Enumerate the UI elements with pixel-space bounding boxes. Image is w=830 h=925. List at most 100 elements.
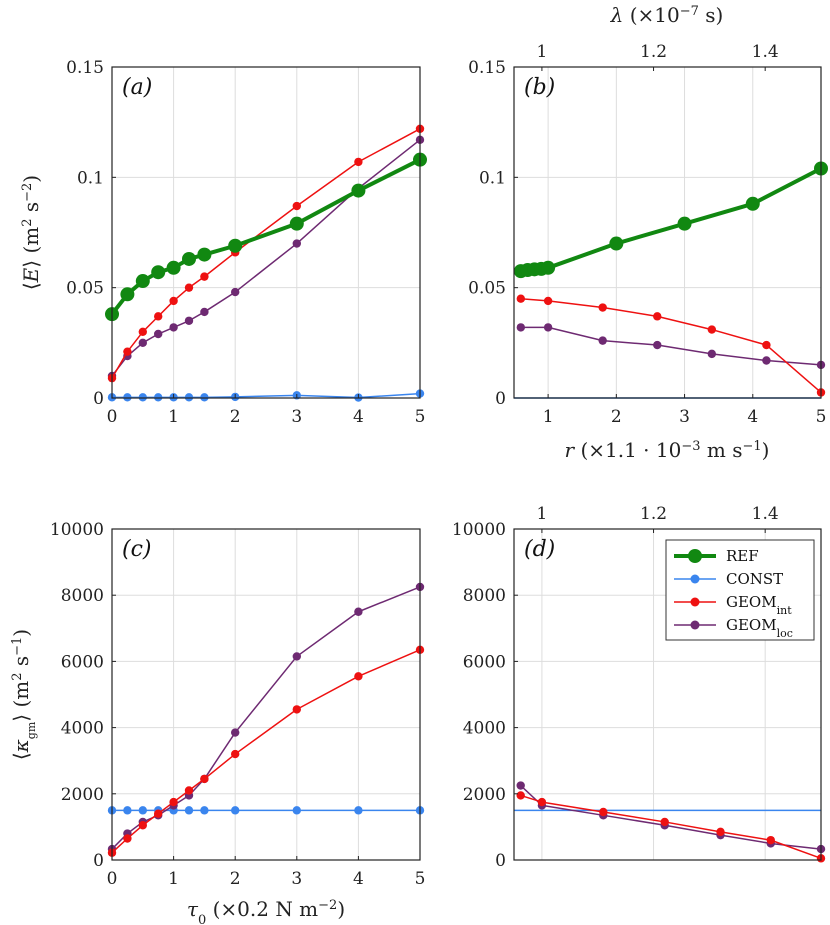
panel-d-ytick-label: 10000 [452,520,506,540]
panel-a-series-ref-line [110,157,421,316]
panel-b-series-geom-int-line [520,297,822,394]
panel-a-series-geom-int-line [111,128,421,379]
panel-c-geom-loc-point [231,728,240,737]
panel-c-geom-int-point [138,821,147,830]
panel-b-geom-loc-point [598,336,607,345]
panel-d-geom-int-point [766,835,775,845]
panel-c-xlabel: τ0 (×0.2 N m−2) [187,897,345,925]
panel-b-ytick-label: 0.1 [479,168,506,188]
panel-b-xtick-label: 2 [611,407,622,427]
panel-a-ref-point [151,265,166,280]
panel-d-toptick-label: 1.2 [640,504,667,524]
panel-b-geom-int-point [707,325,717,334]
panel-d-geom-int-point [660,817,669,827]
panel-c-geom-int-point [231,749,240,759]
panel-d-ytick-label: 6000 [463,652,506,672]
panel-c-xtick-label: 5 [415,869,426,889]
panel-c-const-point [184,806,194,815]
panel-b: 0 0.05 0.1 0.15 1 2 3 4 5 1 1.2 1.4 (b) λ (×10−7 s… [468,3,828,462]
panel-a-ytick-label: 0.15 [66,58,104,78]
panel-b-geom-loc-point [543,323,553,332]
panel-c-xtick-label: 2 [230,869,241,889]
legend-ref-text: REF [726,547,759,565]
panel-a-geom-int-point [154,312,163,321]
panel-a-geom-int-point [184,283,194,292]
panel-b-label: (b) [524,75,555,100]
panel-c-const-point [292,806,301,815]
legend-entry-const: CONST [674,570,783,588]
legend-geom-int-marker [690,597,700,607]
panel-c-xtick-label: 0 [107,869,118,889]
legend-entry-geom-loc: GEOMloc [674,616,793,640]
panel-a: 0 0.05 0.1 0.15 0 1 2 3 4 5 (a) ⟨E⟩ (m2 s−2) [19,58,427,427]
panel-b-toptick-label: 1.2 [640,42,667,62]
panel-d-series-geom-loc-line [520,784,822,850]
panel-a-ref-point [351,183,366,198]
panel-d-ytick-label: 8000 [463,586,506,606]
panel-c-const-point [123,806,132,815]
panel-d-ytick-label: 2000 [463,785,506,805]
panel-b-xtick-label: 3 [679,407,690,427]
panel-b-ref-point [609,236,624,251]
panel-c-xtick-label: 1 [168,869,179,889]
panel-d-ytick-label: 4000 [463,719,506,739]
panel-c-geom-int-point [184,786,194,795]
panel-b-xtick-label: 4 [747,407,758,427]
panel-c-geom-int-point [123,834,132,843]
panel-a-frame [111,66,421,399]
panel-c-geom-int-point [154,809,163,818]
panel-d-geom-int-point [537,797,547,807]
panel-a-geom-int-point [354,157,363,167]
panel-c-ytick-label: 2000 [61,785,104,805]
panel-b-ytick-label: 0.15 [468,58,506,78]
panel-a-geom-loc-point [200,307,209,317]
panel-d-geom-int-point [716,827,725,837]
panel-a-geom-loc-point [231,287,240,297]
panel-d-geom-int-point [516,791,525,800]
panel-c-ytick-label: 4000 [61,719,104,739]
panel-c-xtick-label: 3 [291,869,302,889]
panel-a-const-point [138,393,147,402]
panel-b-ref-point [745,196,760,211]
panel-b-series-geom-loc-line [520,326,822,366]
panel-c-const-point [231,806,240,815]
panel-d-frame [513,528,822,861]
panel-a-ref-point [135,274,150,289]
panel-c-const-point [138,806,147,815]
panel-a-ref-point [197,247,212,262]
legend-ref-marker [688,549,702,563]
panel-c-geom-int-point [354,672,363,681]
panel-a-ref-point [166,260,181,275]
panel-b-xtick-label: 5 [816,407,827,427]
panel-a-xtick-label: 0 [107,407,118,427]
panel-a-xtick-label: 2 [230,407,241,427]
panel-d-toptick-label: 1.4 [752,504,779,524]
panel-d-geom-int-point [599,807,608,817]
panel-a-ylabel: ⟨E⟩ (m2 s−2) [19,175,43,290]
panel-b-ytick-label: 0.05 [468,279,506,299]
panel-a-xtick-label: 1 [168,407,179,427]
panel-c-ylabel: ⟨κgm⟩ (m2 s−1) [9,629,38,760]
panel-b-top-xlabel: λ (×10−7 s) [610,3,724,27]
panel-a-const-point [200,393,209,402]
panel-c: 0 2000 4000 6000 8000 10000 0 1 2 3 4 5 (c) τ0 (×0.… [9,520,425,925]
panel-a-geom-loc-point [292,239,301,248]
panel-a-geom-loc-point [169,323,178,332]
panel-b-toptick-label: 1.4 [752,42,779,62]
legend-geom-loc-marker [690,620,700,630]
panel-a-ref-point [289,216,304,231]
panel-b-geom-int-point [653,312,662,321]
panel-c-geom-int-point [200,774,209,784]
panel-a-const-point [123,393,132,402]
panel-a-ytick-label: 0.1 [77,168,104,188]
panel-b-geom-loc-point [516,323,526,332]
panel-a-ref-point [182,251,196,266]
panel-c-const-point [200,806,209,815]
panel-a-const-point [154,393,163,402]
panel-c-ytick-label: 8000 [61,586,104,606]
panel-a-geom-int-point [169,296,178,306]
panel-b-toptick-label: 1 [536,42,547,62]
panel-b-geom-int-point [516,294,526,303]
panel-a-geom-int-point [200,272,209,281]
